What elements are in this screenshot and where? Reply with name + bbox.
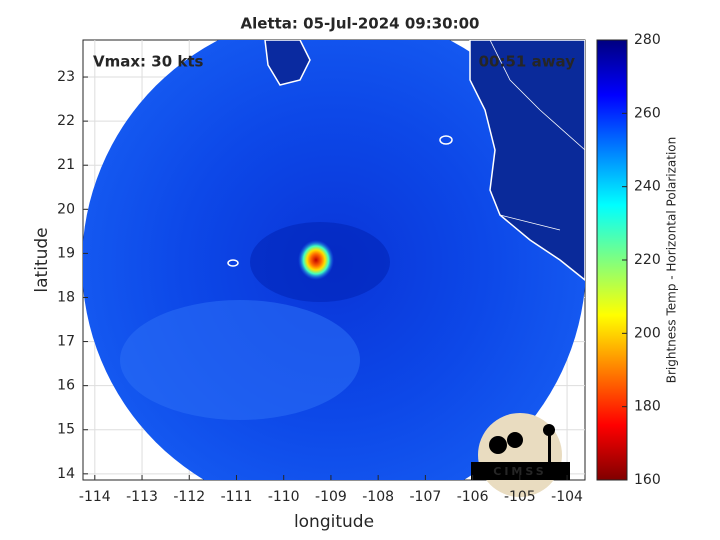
coast xyxy=(264,40,311,86)
border xyxy=(489,40,585,231)
colorbar-label: Brightness Temp - Horizontal Polarizatio… xyxy=(665,137,679,384)
x-tick-label: -106 xyxy=(457,489,489,505)
y-tick-label: 22 xyxy=(57,113,75,129)
y-tick-label: 17 xyxy=(57,334,75,350)
logo-text: CIMSS xyxy=(493,465,546,478)
y-tick-label: 20 xyxy=(57,201,75,217)
y-tick-label: 19 xyxy=(57,245,75,261)
y-tick-label: 21 xyxy=(57,157,75,173)
island xyxy=(227,259,239,267)
warm-area xyxy=(120,300,360,420)
x-tick-label: -104 xyxy=(551,489,583,505)
x-tick-label: -109 xyxy=(315,489,347,505)
y-tick-label: 16 xyxy=(57,378,75,394)
y-tick-label: 23 xyxy=(57,69,75,85)
island xyxy=(439,135,453,145)
colorbar-tick-label: 200 xyxy=(634,325,661,341)
x-tick-label: -110 xyxy=(268,489,300,505)
swath xyxy=(83,40,585,480)
time-away: 00:51 away xyxy=(479,53,576,71)
x-axis-label: longitude xyxy=(294,512,374,532)
y-axis-label: latitude xyxy=(32,227,52,292)
colorbar-tick-label: 180 xyxy=(634,399,661,415)
storm-core xyxy=(298,240,334,280)
x-tick-label: -111 xyxy=(221,489,253,505)
y-tick-label: 15 xyxy=(57,422,75,438)
x-tick-label: -107 xyxy=(409,489,441,505)
colorbar-tick-label: 280 xyxy=(634,32,661,48)
vmax: Vmax: 30 kts xyxy=(93,53,203,71)
x-tick-label: -114 xyxy=(79,489,111,505)
y-tick-label: 14 xyxy=(57,466,75,482)
x-tick-label: -112 xyxy=(173,489,205,505)
colorbar-tick-label: 260 xyxy=(634,105,661,121)
chart-title: Aletta: 05-Jul-2024 09:30:00 xyxy=(241,15,480,33)
logo: CIMSS xyxy=(471,413,570,497)
colorbar-tick-label: 240 xyxy=(634,179,661,195)
x-tick-label: -113 xyxy=(126,489,158,505)
plot-area: Vmax: 30 kts 00:51 away CIMSS xyxy=(82,39,586,497)
x-tick-label: -108 xyxy=(362,489,394,505)
y-tick-label: 18 xyxy=(57,289,75,305)
x-tick-label: -105 xyxy=(504,489,536,505)
colorbar-tick-label: 160 xyxy=(634,472,661,488)
colorbar-tick-label: 220 xyxy=(634,252,661,268)
